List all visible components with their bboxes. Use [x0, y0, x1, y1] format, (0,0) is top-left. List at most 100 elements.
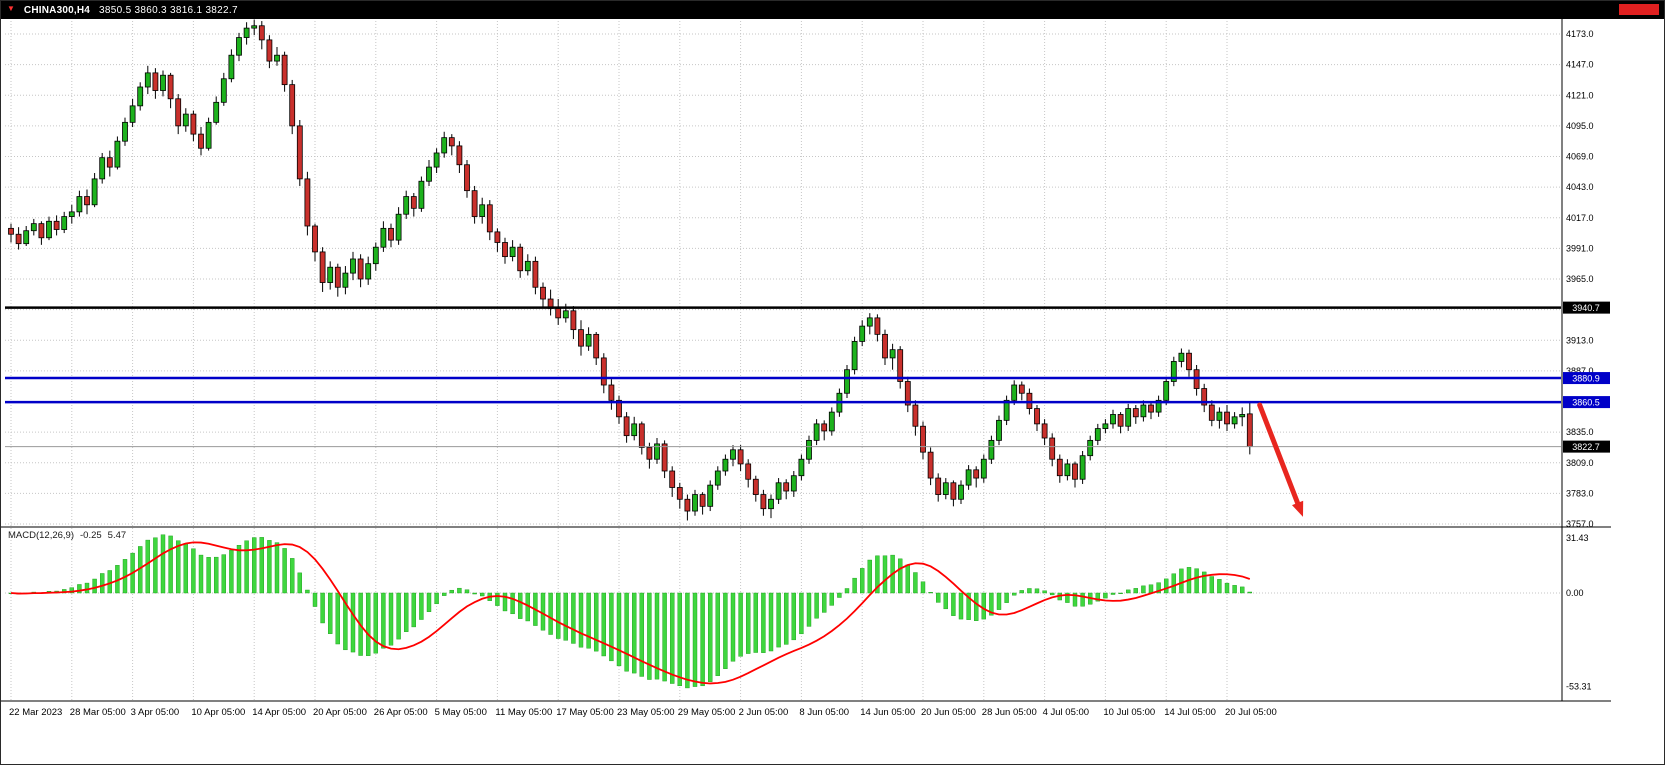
candle-body	[745, 463, 752, 480]
macd-histogram-bar	[981, 592, 986, 620]
macd-histogram-bar	[692, 592, 698, 687]
macd-histogram-bar	[837, 592, 842, 598]
macd-histogram-bar	[647, 592, 652, 680]
symbol-timeframe-label: CHINA300,H4	[23, 4, 91, 16]
macd-histogram-bar	[1034, 588, 1040, 594]
macd-histogram-bar	[829, 592, 834, 606]
candle-body	[15, 233, 22, 245]
macd-histogram-bar	[898, 558, 903, 594]
price-tick-label: 4121.0	[1566, 90, 1594, 100]
candle-body	[821, 423, 828, 432]
candle-body	[1056, 458, 1063, 477]
candle-body	[274, 54, 280, 62]
macd-histogram-bar	[274, 542, 280, 594]
macd-histogram-bar	[1042, 590, 1047, 594]
candle-body	[623, 416, 630, 437]
macd-histogram-bar	[746, 592, 751, 654]
candle-body	[1094, 428, 1101, 441]
macd-histogram-bar	[472, 592, 477, 595]
candle-body	[844, 369, 850, 394]
time-axis-label: 29 May 05:00	[678, 707, 736, 718]
macd-histogram-bar	[814, 592, 819, 619]
candle-body	[137, 86, 144, 107]
macd-histogram-bar	[495, 592, 500, 606]
candle-body	[152, 72, 159, 91]
time-axis-label: 5 May 05:00	[435, 707, 487, 718]
macd-histogram-bar	[373, 592, 378, 654]
time-axis-label: 10 Jul 05:00	[1103, 707, 1155, 718]
trend-arrow-head	[1291, 500, 1304, 517]
macd-histogram-bar	[305, 589, 310, 594]
candle-body	[1064, 463, 1071, 477]
candle-body	[585, 333, 592, 347]
candle-body	[23, 230, 30, 245]
macd-histogram-bar	[1125, 589, 1131, 594]
candle-body	[1148, 404, 1154, 413]
candle-body	[319, 251, 326, 283]
candle-body	[676, 487, 683, 500]
macd-histogram-bar	[350, 592, 356, 653]
candle-body	[281, 54, 288, 86]
candle-body	[8, 227, 14, 235]
candle-body	[882, 333, 888, 359]
candle-body	[661, 443, 668, 472]
candle-body	[950, 482, 957, 500]
macd-histogram-bar	[251, 537, 257, 594]
macd-histogram-bar	[290, 558, 295, 594]
macd-main-value: -0.25	[80, 530, 102, 541]
macd-histogram-bar	[160, 534, 166, 594]
macd-histogram-bar	[229, 550, 234, 594]
macd-name: MACD(12,26,9)	[8, 530, 74, 541]
macd-histogram-bar	[943, 592, 948, 610]
candle-body	[258, 25, 265, 41]
chart-canvas[interactable]: 4173.0 4147.0 4121.0 4095.0 4069.0 4043.0 4017…	[1, 19, 1665, 765]
macd-histogram-bar	[518, 592, 523, 619]
candle-body	[509, 246, 516, 258]
candle-body	[608, 384, 615, 401]
price-badge-0	[1563, 301, 1610, 314]
candle-body	[448, 137, 455, 147]
macd-histogram-bar	[867, 559, 872, 594]
candle-body	[920, 425, 926, 453]
candle-body	[76, 196, 83, 213]
candle-body	[46, 220, 52, 239]
macd-histogram-bar	[700, 592, 705, 687]
macd-histogram-bar	[404, 592, 409, 632]
macd-histogram-bar	[609, 592, 614, 662]
candle-body	[167, 74, 174, 100]
candle-body	[973, 469, 980, 479]
time-axis-label: 14 Apr 05:00	[252, 707, 306, 718]
candle-body	[669, 470, 676, 488]
macd-histogram-bar	[632, 592, 637, 674]
candle-body	[486, 204, 493, 233]
macd-histogram-bar	[191, 548, 196, 594]
candle-body	[236, 37, 242, 56]
macd-histogram-bar	[213, 556, 219, 594]
candle-body	[942, 482, 949, 495]
macd-histogram-bar	[844, 588, 850, 594]
candle-body	[1208, 404, 1215, 421]
candle-body	[228, 54, 235, 80]
price-tick-label: 3757.0	[1566, 519, 1594, 529]
candle-body	[517, 246, 524, 272]
macd-histogram-bar	[1065, 592, 1070, 603]
candle-body	[304, 178, 311, 227]
red-box-annotation[interactable]	[1619, 4, 1659, 15]
chart-title-bar: ▼ CHINA300,H4 3850.5 3860.3 3816.1 3822.…	[1, 1, 1664, 19]
candle-body	[471, 190, 478, 217]
trend-arrow-annotation[interactable]	[1257, 402, 1304, 517]
macd-histogram-bar	[1019, 590, 1024, 594]
candle-body	[760, 494, 767, 510]
candle-body	[1178, 352, 1185, 362]
macd-histogram-bar	[259, 537, 264, 594]
macd-histogram-bar	[1224, 582, 1230, 594]
macd-histogram-bar	[1179, 568, 1184, 594]
macd-histogram-bar	[1080, 592, 1085, 607]
macd-histogram-bar	[913, 572, 918, 594]
macd-histogram-bar	[806, 592, 812, 627]
candle-body	[859, 325, 866, 342]
candle-body	[220, 78, 227, 103]
macd-histogram-bar	[723, 592, 728, 669]
macd-histogram-bar	[1247, 591, 1253, 594]
